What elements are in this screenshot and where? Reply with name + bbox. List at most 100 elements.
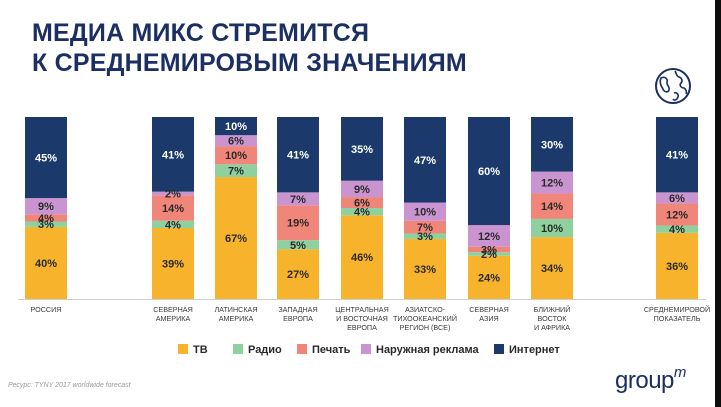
bar-segment-internet [404, 117, 446, 203]
bar-segment-radio [468, 252, 510, 256]
bar-segment-internet [25, 117, 67, 199]
bar-segment-outdoor [277, 192, 319, 206]
source-note: Ресурс: TYNY 2017 worldwide forecast [8, 382, 131, 389]
category-label: ВОСТОК [538, 314, 568, 323]
bar-segment-radio [215, 164, 257, 178]
bar-segment-internet [277, 117, 319, 193]
bar-data-label: 14% [162, 203, 184, 215]
bar-segment-tv [656, 232, 698, 299]
bar-data-label: 41% [666, 150, 688, 162]
bar-segment-outdoor [468, 225, 510, 247]
category-label: ЗАПАДНАЯ [278, 305, 317, 314]
bar-data-label: 2% [481, 249, 497, 261]
bar-segment-print [341, 197, 383, 208]
bar-segment-print [152, 195, 194, 221]
category-label: ПОКАЗАТЕЛЬ [654, 314, 701, 323]
bar-segment-outdoor [656, 192, 698, 204]
bar-segment-tv [25, 226, 67, 299]
bar-data-label: 60% [478, 166, 500, 178]
bar-data-label: 41% [287, 150, 309, 162]
category-label: ТИХООКЕАНСКИЙ [393, 314, 457, 323]
bar-segment-radio [25, 221, 67, 227]
category-label: СЕВЕРНАЯ [153, 305, 193, 314]
bar-segment-internet [215, 117, 257, 136]
page-title: МЕДИА МИКС СТРЕМИТСЯ К СРЕДНЕМИРОВЫМ ЗНА… [32, 18, 467, 78]
legend-swatch-radio [233, 344, 243, 354]
category-label: ЕВРОПА [347, 323, 377, 332]
bar-data-label: 10% [225, 150, 247, 162]
bar-segment-internet [468, 117, 510, 226]
bar-segment-print [531, 193, 573, 219]
bar-segment-outdoor [531, 171, 573, 194]
bar-segment-tv [152, 228, 194, 299]
category-label: АМЕРИКА [219, 314, 254, 323]
bar-data-label: 4% [38, 213, 54, 225]
logo-text: group [615, 367, 674, 394]
category-label: ЕВРОПА [283, 314, 313, 323]
bar-segment-radio [152, 220, 194, 229]
bar-segment-radio [341, 208, 383, 216]
bar-segment-radio [404, 233, 446, 239]
bar-data-label: 33% [414, 264, 436, 276]
bar-data-label: 67% [225, 233, 247, 245]
window-edge [715, 0, 721, 407]
bar-data-label: 7% [228, 166, 244, 178]
category-label: И ВОСТОЧНАЯ [336, 314, 388, 323]
bar-segment-internet [152, 117, 194, 192]
bar-data-label: 2% [165, 188, 181, 200]
category-label: ЛАТИНСКАЯ [214, 305, 257, 314]
bar-segment-print [468, 246, 510, 253]
bar-data-label: 6% [669, 193, 685, 205]
category-label: СЕВЕРНАЯ [469, 305, 509, 314]
bar-data-label: 36% [666, 261, 688, 273]
bar-data-label: 7% [417, 222, 433, 234]
bar-data-label: 5% [290, 240, 306, 252]
title-line-1: МЕДИА МИКС СТРЕМИТСЯ [32, 19, 370, 47]
bar-data-label: 9% [354, 184, 370, 196]
bar-data-label: 46% [351, 252, 373, 264]
bar-data-label: 6% [228, 136, 244, 148]
globe-icon [655, 68, 691, 104]
bar-data-label: 34% [541, 263, 563, 275]
bar-data-label: 27% [287, 269, 309, 281]
legend-swatch-internet [494, 344, 504, 354]
bar-data-label: 4% [669, 224, 685, 236]
bar-data-label: 12% [666, 209, 688, 221]
legend-swatch-outdoor [361, 344, 371, 354]
bar-data-label: 39% [162, 259, 184, 271]
bar-segment-internet [656, 117, 698, 193]
bar-data-label: 41% [162, 149, 184, 161]
groupm-logo: groupm [615, 364, 686, 395]
bar-data-label: 24% [478, 272, 500, 284]
bar-data-label: 12% [478, 231, 500, 243]
bar-segment-print [404, 220, 446, 234]
bar-segment-outdoor [341, 180, 383, 198]
category-label: ЦЕНТРАЛЬНАЯ [335, 305, 389, 314]
bar-data-label: 10% [414, 207, 436, 219]
legend-swatch-print [297, 344, 307, 354]
bar-data-label: 4% [165, 219, 181, 231]
bar-data-label: 40% [35, 258, 57, 270]
bar-segment-outdoor [404, 202, 446, 221]
bar-segment-tv [215, 177, 257, 299]
bar-data-label: 10% [541, 223, 563, 235]
bar-segment-tv [404, 238, 446, 299]
legend-label: Наружная реклама [376, 344, 479, 356]
bar-data-label: 6% [354, 198, 370, 210]
bar-data-label: 47% [414, 155, 436, 167]
bar-data-label: 12% [541, 178, 563, 190]
legend-swatch-tv [178, 344, 188, 354]
category-label: АМЕРИКА [156, 314, 191, 323]
bar-data-label: 14% [541, 201, 563, 213]
bar-segment-outdoor [215, 135, 257, 147]
bar-data-label: 3% [481, 244, 497, 256]
category-label: И АФРИКА [534, 323, 570, 332]
bar-segment-tv [277, 249, 319, 299]
bar-data-label: 45% [35, 153, 57, 165]
bar-data-label: 3% [38, 219, 54, 231]
bar-segment-outdoor [152, 191, 194, 196]
bar-data-label: 7% [290, 194, 306, 206]
bar-segment-radio [531, 218, 573, 238]
bar-data-label: 10% [225, 121, 247, 133]
bar-segment-tv [341, 215, 383, 299]
